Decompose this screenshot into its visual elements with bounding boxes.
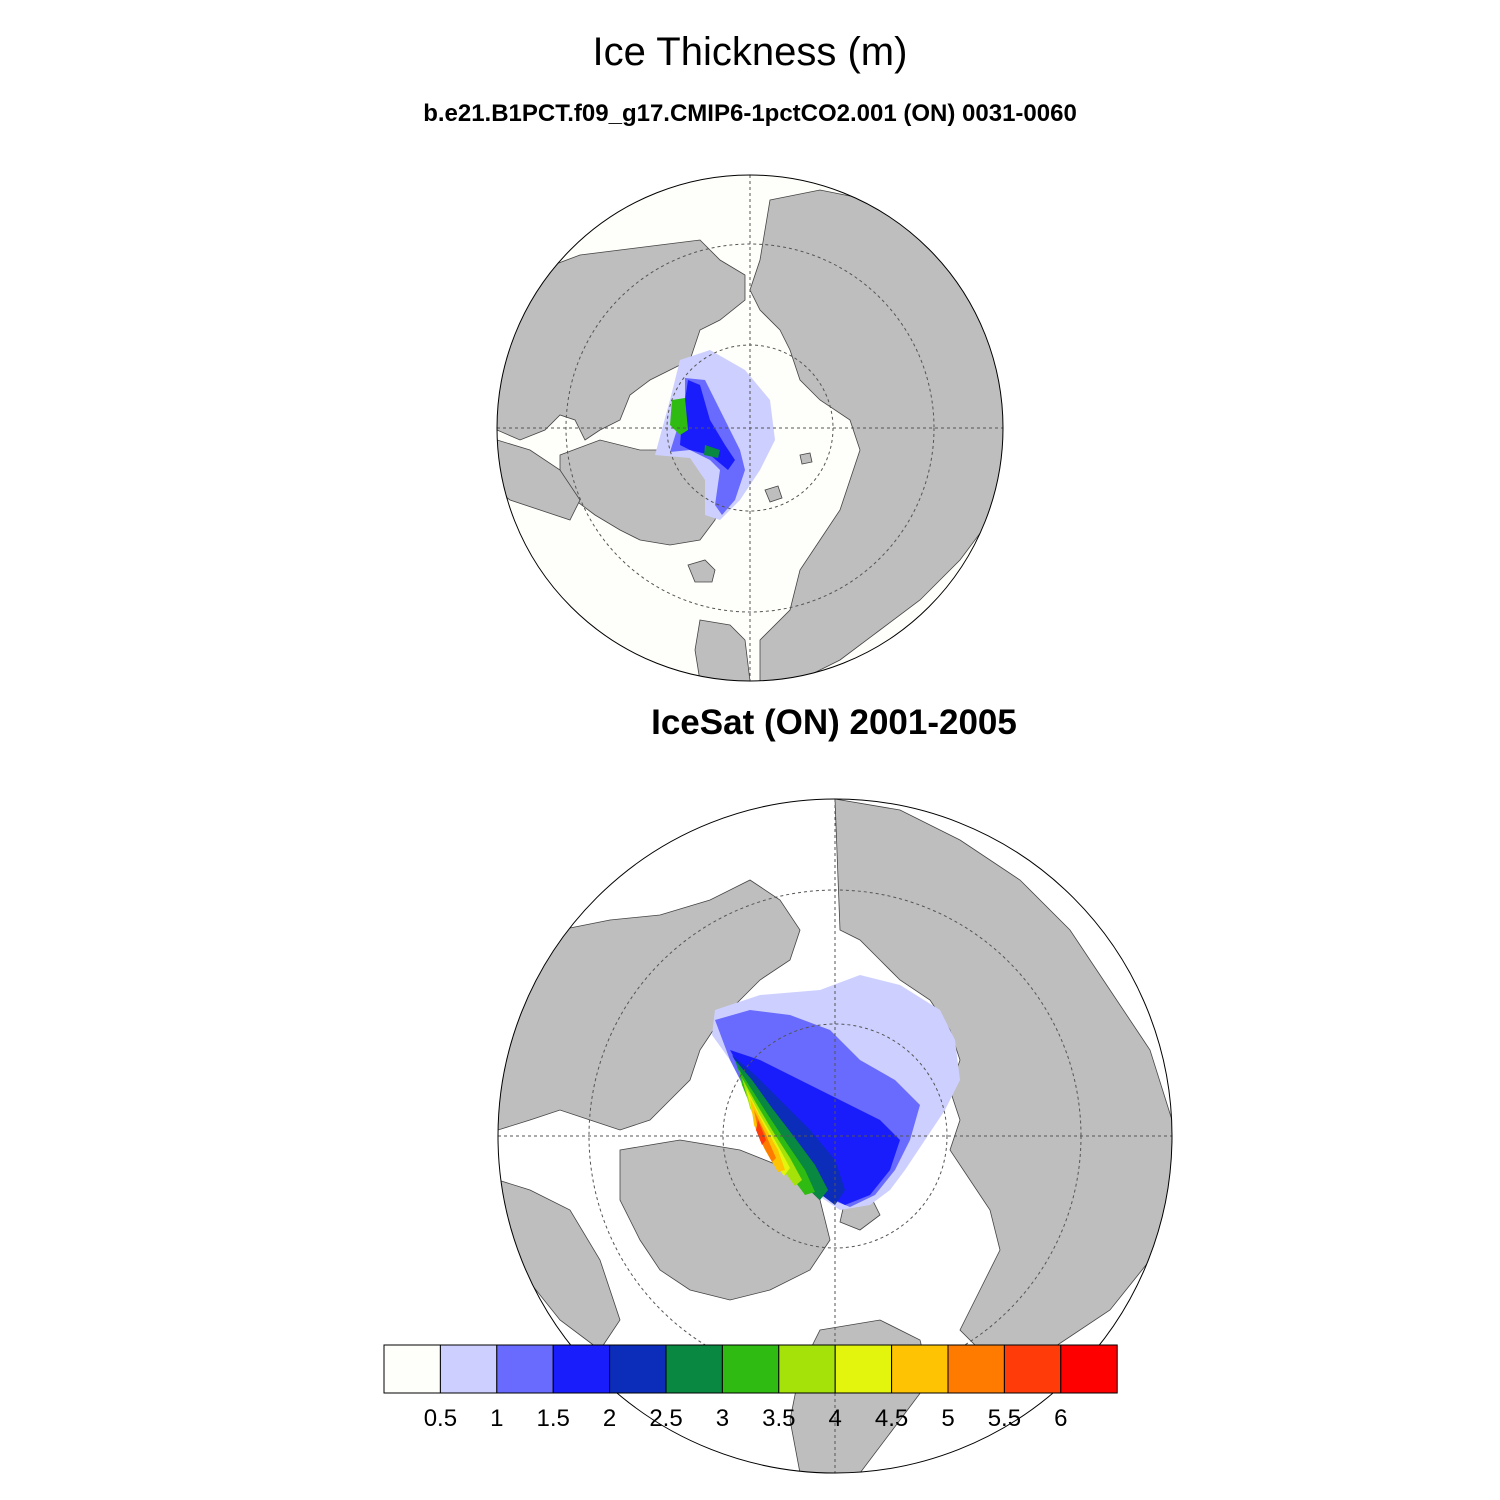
colorbar-swatch — [383, 1344, 441, 1394]
colorbar-tick-label: 6 — [1054, 1405, 1068, 1432]
colorbar-swatch — [947, 1344, 1005, 1394]
colorbar-swatch — [552, 1344, 611, 1394]
colorbar-tick-label: 3 — [715, 1405, 730, 1432]
icesat-map-panel — [497, 798, 1173, 1474]
model-map-panel — [496, 174, 1004, 682]
model-ice-thickness — [655, 350, 775, 520]
colorbar-tick-label: 5.5 — [987, 1405, 1022, 1432]
icesat-map-border — [497, 798, 1173, 1474]
colorbar-tick-label: 0.5 — [423, 1405, 458, 1432]
colorbar-tick-label: 3.5 — [762, 1405, 796, 1432]
icesat-map-land — [498, 799, 1172, 1473]
colorbar-swatch — [834, 1344, 893, 1394]
colorbar-tick-label: 2 — [602, 1405, 617, 1432]
colorbar-tick-label: 1.5 — [536, 1405, 570, 1432]
subtitle: b.e21.B1PCT.f09_g17.CMIP6-1pctCO2.001 (O… — [423, 100, 1077, 127]
colorbar-swatch — [721, 1344, 780, 1394]
colorbar-swatch — [891, 1344, 949, 1394]
colorbar-swatch — [439, 1344, 498, 1394]
colorbar-tick-label: 2.5 — [649, 1405, 683, 1432]
colorbar-swatch — [609, 1344, 667, 1394]
colorbar-swatch — [1003, 1344, 1062, 1394]
colorbar-swatch — [496, 1344, 554, 1394]
icesat-ice-thickness — [712, 975, 960, 1210]
model-graticule — [497, 175, 1003, 681]
colorbar-tick-label: 4.5 — [874, 1405, 909, 1432]
colorbar — [383, 1344, 1118, 1394]
panel2-title: IceSat (ON) 2001-2005 — [651, 703, 1017, 742]
model-map-border — [496, 174, 1004, 682]
main-title: Ice Thickness (m) — [592, 30, 908, 74]
colorbar-swatch — [1060, 1344, 1118, 1394]
colorbar-swatch — [665, 1344, 723, 1394]
colorbar-swatch — [778, 1344, 836, 1394]
colorbar-tick-label: 1 — [490, 1405, 504, 1432]
colorbar-tick-label: 4 — [828, 1405, 842, 1432]
colorbar-tick-label: 5 — [941, 1405, 955, 1432]
